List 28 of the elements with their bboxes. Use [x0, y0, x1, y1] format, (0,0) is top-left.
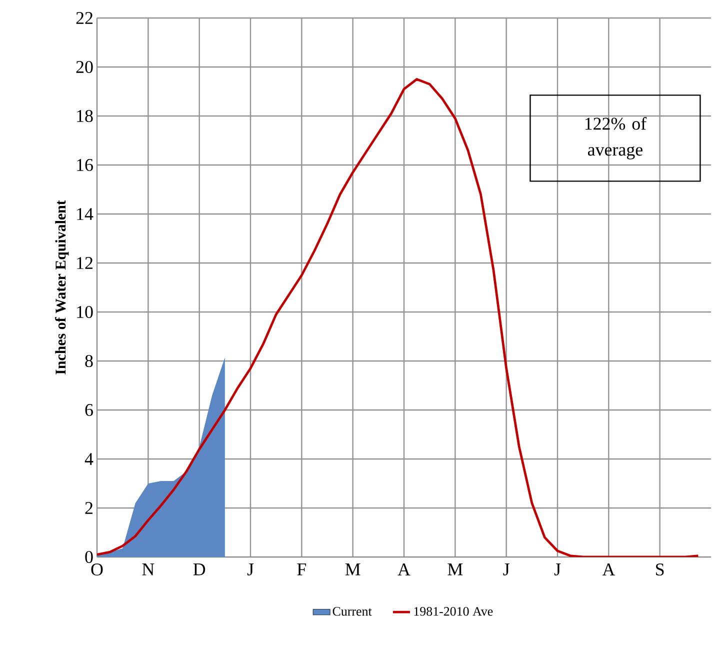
y-tick-label: 18	[77, 110, 93, 122]
y-axis-title: Inches of Water Equivalent	[55, 200, 69, 374]
y-tick-label: 8	[85, 354, 93, 368]
x-tick-label: J	[503, 564, 510, 576]
y-tick-label: 20	[76, 60, 93, 74]
x-tick-label: O	[91, 564, 103, 576]
y-tick-label: 10	[77, 306, 93, 318]
y-tick-label: 12	[77, 257, 92, 269]
x-tick-label: J	[554, 564, 561, 576]
x-tick-label: F	[297, 564, 306, 576]
y-tick-label: 2	[85, 502, 92, 514]
x-tick-label: D	[193, 564, 206, 576]
x-tick-label: S	[656, 564, 664, 576]
legend-label: 1981-2010 Ave	[414, 607, 493, 616]
x-tick-label: J	[247, 564, 254, 576]
y-tick-label: 22	[76, 12, 92, 24]
x-tick-label: A	[602, 564, 616, 576]
y-tick-label: 0	[85, 550, 93, 564]
annotation: 122% of average	[585, 117, 647, 160]
y-tick-label: 14	[77, 208, 94, 220]
x-tick-label: M	[345, 564, 360, 576]
y-tick-label: 4	[84, 453, 94, 465]
y-tick-label: 16	[77, 158, 93, 172]
x-tick-label: M	[448, 564, 463, 576]
legend-label: Current	[332, 607, 372, 616]
x-tick-label: N	[142, 564, 154, 576]
x-tick-label: A	[398, 564, 410, 576]
y-tick-label: 6	[85, 404, 93, 416]
